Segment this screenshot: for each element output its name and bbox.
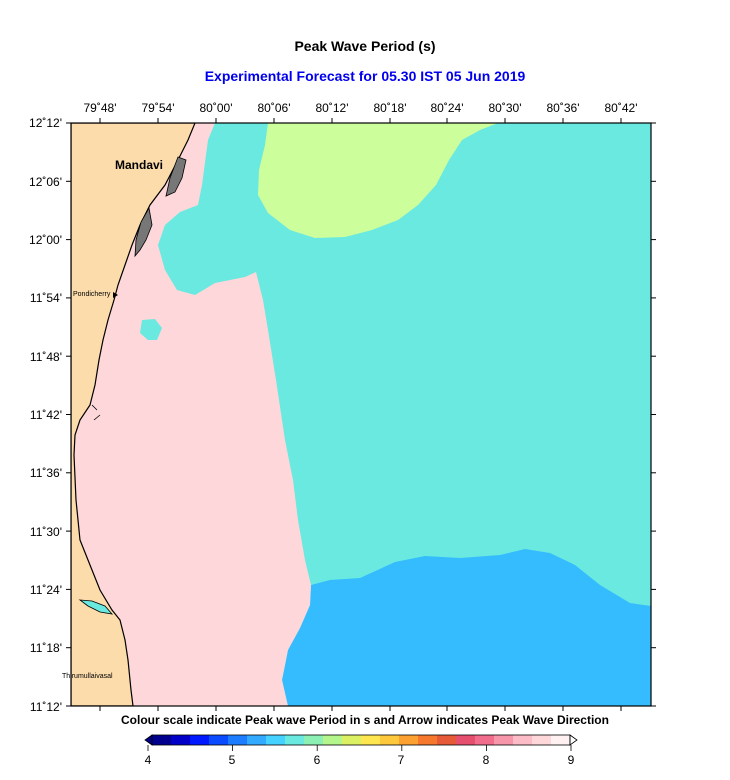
color-scale-segment	[513, 735, 533, 745]
color-scale-segment	[285, 735, 305, 745]
longitude-labels: 79˚48' 79˚54' 80˚00' 80˚06' 80˚12' 80˚18…	[84, 101, 638, 115]
color-scale-segment	[475, 735, 495, 745]
mud-flat-north	[165, 156, 187, 197]
lon-tick-label: 80˚30'	[489, 101, 522, 115]
color-scale-segment	[171, 735, 191, 745]
color-scale-segment	[228, 735, 248, 745]
lat-tick-label: 11˚30'	[30, 525, 62, 539]
lon-tick-label: 80˚18'	[374, 101, 407, 115]
lon-tick-label: 79˚48'	[84, 101, 117, 115]
latitude-labels: 12˚12' 12˚06' 12˚00' 11˚54' 11˚48' 11˚42…	[29, 116, 62, 714]
color-scale-segment	[551, 735, 571, 745]
scale-tick-label: 4	[145, 753, 152, 767]
land-mass	[71, 123, 196, 706]
lon-tick-label: 80˚00'	[200, 101, 233, 115]
map-title: Peak Wave Period (s)	[294, 38, 436, 54]
lon-tick-label: 80˚36'	[547, 101, 580, 115]
lat-tick-label: 11˚36'	[30, 466, 62, 480]
scale-tick-label: 9	[568, 753, 575, 767]
color-scale-segment	[342, 735, 362, 745]
color-scale-segment	[532, 735, 552, 745]
lat-tick-label: 11˚18'	[30, 641, 62, 655]
lat-tick-label: 12˚06'	[29, 175, 62, 189]
lon-tick-label: 80˚42'	[605, 101, 638, 115]
pondicherry-marker-icon	[113, 292, 118, 298]
lat-tick-label: 11˚48'	[30, 350, 62, 364]
color-scale-segment	[304, 735, 324, 745]
color-scale-caption: Colour scale indicate Peak wave Period i…	[121, 713, 609, 727]
color-scale-segment	[399, 735, 419, 745]
lon-tick-label: 80˚24'	[431, 101, 464, 115]
color-scale-segment	[418, 735, 438, 745]
lat-tick-label: 11˚24'	[30, 583, 62, 597]
lat-tick-label: 11˚42'	[30, 408, 62, 422]
color-scale-segment	[209, 735, 229, 745]
place-label-thirumullaivasal: Thirumullaivasal	[62, 673, 113, 680]
green-period-zone	[258, 123, 498, 238]
forecast-subtitle: Experimental Forecast for 05.30 IST 05 J…	[204, 68, 526, 84]
color-scale-frame	[151, 734, 571, 746]
color-scale-bar: 4 5 6 7 8 9	[144, 734, 578, 767]
scale-tick-label: 6	[314, 753, 321, 767]
place-label-pondicherry: Pondicherry	[73, 291, 111, 298]
color-scale-segment	[152, 735, 172, 745]
scale-tick-label: 5	[229, 753, 236, 767]
color-scale-segment	[190, 735, 210, 745]
color-scale-segment	[323, 735, 343, 745]
color-scale-segment	[247, 735, 267, 745]
scale-right-arrow-icon	[569, 734, 578, 746]
scale-tick-label: 7	[398, 753, 405, 767]
lon-tick-label: 80˚12'	[316, 101, 349, 115]
cyan-pocket	[140, 319, 162, 340]
color-scale-ticks	[147, 745, 572, 751]
scale-left-arrow-icon	[144, 734, 153, 746]
color-scale-segment	[437, 735, 457, 745]
color-scale-segment	[380, 735, 400, 745]
coastal-river-mark	[91, 404, 101, 421]
backwater-inlet	[78, 599, 114, 615]
lat-tick-label: 12˚00'	[29, 233, 62, 247]
map-plot-area	[71, 123, 651, 706]
mud-flat-middle	[134, 206, 153, 258]
blue-period-zone	[282, 549, 651, 706]
color-scale-segments	[152, 735, 571, 745]
color-scale-segment	[494, 735, 514, 745]
scale-tick-label: 8	[483, 753, 490, 767]
lat-tick-label: 11˚54'	[30, 291, 62, 305]
lat-tick-label: 12˚12'	[29, 116, 62, 130]
color-scale-segment	[456, 735, 476, 745]
color-scale-segment	[361, 735, 381, 745]
axis-ticks	[66, 118, 656, 711]
lat-tick-label: 11˚12'	[30, 700, 62, 714]
pink-period-zone	[71, 123, 311, 706]
lon-tick-label: 80˚06'	[258, 101, 291, 115]
color-scale-segment	[266, 735, 286, 745]
lon-tick-label: 79˚54'	[142, 101, 175, 115]
place-label-mandavi: Mandavi	[115, 158, 163, 172]
